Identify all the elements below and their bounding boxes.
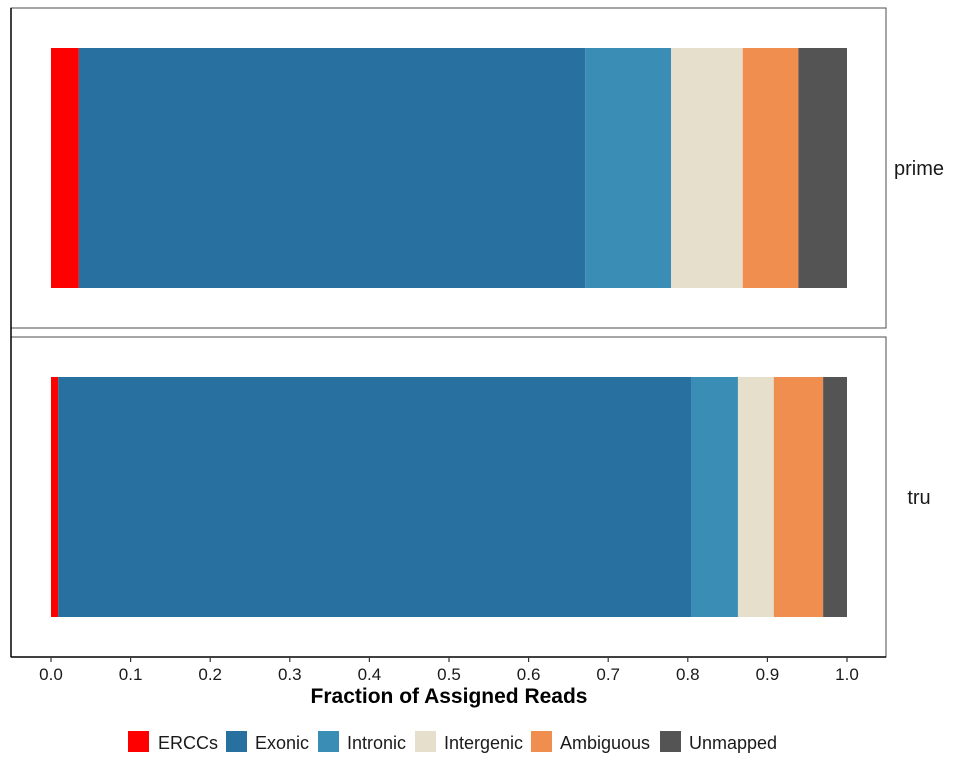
x-tick-label: 0.4 <box>358 665 382 684</box>
legend-label-ambiguous: Ambiguous <box>560 733 650 753</box>
x-tick-label: 0.0 <box>39 665 63 684</box>
bar-segment-tru-unmapped <box>823 377 847 617</box>
facet-label-tru: tru <box>907 487 930 509</box>
legend-swatch-erccs <box>128 731 149 752</box>
bar-segment-tru-ambiguous <box>773 377 824 617</box>
facet-label-prime: prime <box>894 158 944 180</box>
x-tick-label: 0.2 <box>198 665 222 684</box>
x-tick-label: 0.8 <box>676 665 700 684</box>
bar-segment-prime-exonic <box>78 48 586 288</box>
x-axis: 0.0 0.1 0.2 0.3 0.4 0.5 0.6 0.7 0.8 0.9 1.0 <box>10 8 886 684</box>
bar-segment-prime-erccs <box>51 48 79 288</box>
x-tick-label: 0.5 <box>437 665 461 684</box>
legend-label-intronic: Intronic <box>347 733 406 753</box>
legend-label-unmapped: Unmapped <box>689 733 777 753</box>
legend-swatch-exonic <box>226 731 247 752</box>
bar-segment-prime-unmapped <box>798 48 847 288</box>
x-tick-label: 1.0 <box>835 665 859 684</box>
legend-swatch-intergenic <box>415 731 436 752</box>
legend: ERCCs Exonic Intronic Intergenic Ambiguous Un… <box>128 731 777 753</box>
x-tick-label: 0.1 <box>119 665 143 684</box>
legend-label-erccs: ERCCs <box>158 733 218 753</box>
x-axis-title: Fraction of Assigned Reads <box>311 685 588 708</box>
bar-segment-prime-ambiguous <box>742 48 799 288</box>
bar-segment-prime-intergenic <box>671 48 743 288</box>
bar-segment-tru-erccs <box>51 377 59 617</box>
x-tick-label: 0.9 <box>756 665 780 684</box>
bar-segments <box>51 48 847 617</box>
bar-segment-tru-intergenic <box>737 377 774 617</box>
legend-label-exonic: Exonic <box>255 733 309 753</box>
bar-segment-tru-intronic <box>690 377 738 617</box>
legend-swatch-unmapped <box>660 731 681 752</box>
bar-segment-prime-intronic <box>585 48 672 288</box>
legend-label-intergenic: Intergenic <box>444 733 523 753</box>
x-tick-label: 0.3 <box>278 665 302 684</box>
bar-segment-tru-exonic <box>58 377 691 617</box>
x-tick-label: 0.6 <box>517 665 541 684</box>
x-tick-label: 0.7 <box>596 665 620 684</box>
legend-swatch-intronic <box>318 731 339 752</box>
legend-swatch-ambiguous <box>531 731 552 752</box>
facet-strip-labels: prime tru <box>894 158 944 509</box>
